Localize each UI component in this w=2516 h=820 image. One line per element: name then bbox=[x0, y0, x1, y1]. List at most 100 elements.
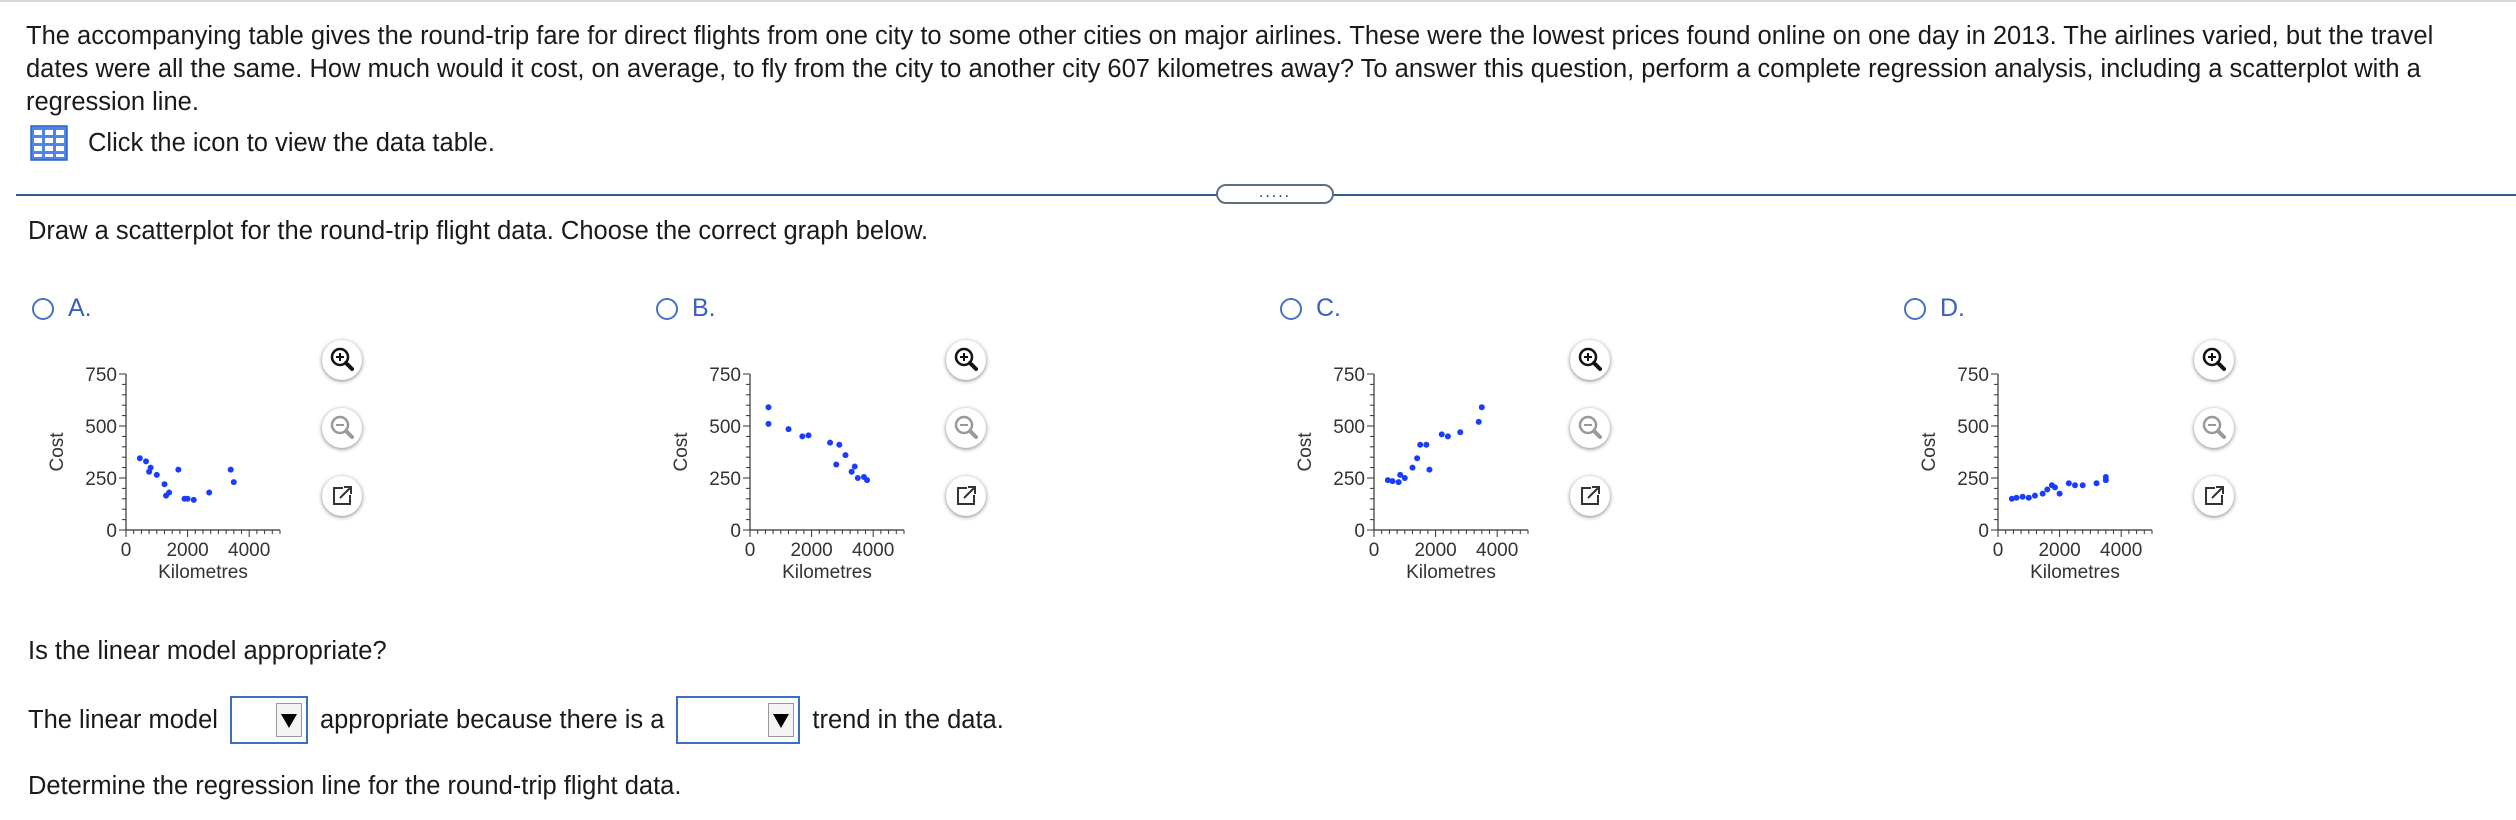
x-tick-label: 2000 bbox=[166, 540, 208, 561]
option-b[interactable]: B. bbox=[656, 294, 716, 323]
x-axis-label: Kilometres bbox=[2030, 562, 2120, 583]
x-tick-label: 0 bbox=[1369, 540, 1380, 561]
y-tick-label: 750 bbox=[709, 365, 741, 386]
y-tick-label: 750 bbox=[1957, 365, 1989, 386]
data-point bbox=[230, 479, 237, 486]
data-point bbox=[805, 432, 812, 439]
dropdown-arrow-icon[interactable] bbox=[768, 703, 795, 737]
x-tick-label: 2000 bbox=[1414, 540, 1456, 561]
option-c-radio[interactable] bbox=[1280, 297, 1302, 320]
data-point bbox=[1457, 429, 1464, 436]
zoom-in-icon bbox=[1578, 347, 1602, 371]
zoom-in-button-b[interactable] bbox=[946, 340, 986, 380]
zoom-out-button-d[interactable] bbox=[2194, 408, 2234, 448]
x-axis-label: Kilometres bbox=[782, 562, 872, 583]
data-point bbox=[2102, 473, 2109, 480]
y-tick-label: 250 bbox=[709, 469, 741, 490]
x-axis-label: Kilometres bbox=[1406, 562, 1496, 583]
data-table-link[interactable]: Click the icon to view the data table. bbox=[30, 125, 495, 161]
x-tick-label: 4000 bbox=[228, 540, 270, 561]
option-c[interactable]: C. bbox=[1280, 294, 1341, 323]
data-point bbox=[2039, 490, 2046, 497]
y-tick-label: 500 bbox=[1957, 417, 1989, 438]
data-table-link-label[interactable]: Click the icon to view the data table. bbox=[88, 128, 495, 157]
data-point bbox=[2048, 482, 2055, 489]
y-tick-label: 500 bbox=[709, 417, 741, 438]
zoom-in-icon bbox=[330, 347, 354, 371]
option-d-radio[interactable] bbox=[1904, 297, 1926, 320]
data-point bbox=[785, 426, 792, 433]
option-a-radio[interactable] bbox=[32, 297, 54, 320]
data-point bbox=[161, 481, 168, 488]
zoom-out-icon bbox=[2202, 415, 2226, 439]
data-point bbox=[163, 492, 170, 499]
y-tick-label: 0 bbox=[730, 521, 741, 542]
data-point bbox=[1426, 466, 1433, 473]
x-tick-label: 0 bbox=[121, 540, 132, 561]
data-point bbox=[1438, 431, 1445, 438]
option-a-label: A. bbox=[68, 294, 92, 322]
zoom-out-button-c[interactable] bbox=[1570, 408, 1610, 448]
data-point bbox=[848, 468, 855, 475]
x-tick-label: 0 bbox=[1993, 540, 2004, 561]
sentence-start: The linear model bbox=[28, 705, 218, 734]
open-new-window-button-c[interactable] bbox=[1570, 476, 1610, 516]
data-point bbox=[227, 466, 234, 473]
data-point bbox=[2044, 486, 2051, 493]
data-point bbox=[2008, 495, 2015, 502]
data-point bbox=[854, 475, 861, 481]
x-tick-label: 4000 bbox=[1476, 540, 1518, 561]
data-point bbox=[1423, 441, 1430, 448]
data-point bbox=[765, 404, 772, 411]
option-a[interactable]: A. bbox=[32, 294, 92, 323]
data-point bbox=[1414, 455, 1421, 462]
y-tick-label: 250 bbox=[1333, 469, 1365, 490]
data-point bbox=[1384, 477, 1391, 484]
data-point bbox=[842, 452, 849, 459]
appropriateness-dropdown[interactable] bbox=[229, 696, 308, 744]
data-point bbox=[2072, 482, 2078, 489]
zoom-in-button-c[interactable] bbox=[1570, 340, 1610, 380]
option-d[interactable]: D. bbox=[1904, 294, 1965, 323]
data-table-icon[interactable] bbox=[30, 125, 68, 161]
question-text: The accompanying table gives the round-t… bbox=[26, 22, 2434, 116]
x-tick-label: 4000 bbox=[2100, 540, 2142, 561]
external-link-icon bbox=[957, 486, 976, 505]
zoom-in-icon bbox=[954, 347, 978, 371]
open-new-window-button-b[interactable] bbox=[946, 476, 986, 516]
data-point bbox=[190, 496, 197, 503]
x-tick-label: 2000 bbox=[790, 540, 832, 561]
zoom-in-button-d[interactable] bbox=[2194, 340, 2234, 380]
trend-dropdown[interactable] bbox=[676, 696, 801, 744]
y-tick-label: 750 bbox=[1333, 365, 1365, 386]
data-point bbox=[2079, 482, 2086, 489]
y-axis-label: Cost bbox=[1295, 432, 1316, 472]
sentence-middle: appropriate because there is a bbox=[319, 705, 665, 734]
data-point bbox=[2019, 493, 2026, 500]
y-tick-label: 750 bbox=[85, 365, 117, 386]
data-point bbox=[765, 420, 772, 427]
data-point bbox=[1395, 479, 1402, 486]
data-point bbox=[143, 458, 150, 465]
data-point bbox=[153, 471, 160, 478]
option-b-radio[interactable] bbox=[656, 297, 678, 320]
data-point bbox=[2031, 492, 2038, 499]
regression-line-prompt: Determine the regression line for the ro… bbox=[28, 772, 682, 800]
data-point bbox=[827, 439, 834, 446]
expand-collapse-handle[interactable]: ..... bbox=[1216, 184, 1334, 204]
y-tick-label: 0 bbox=[1354, 521, 1365, 542]
zoom-out-button-a[interactable] bbox=[322, 408, 362, 448]
data-point bbox=[1475, 418, 1482, 425]
dropdown-arrow-icon[interactable] bbox=[275, 703, 302, 737]
open-new-window-button-a[interactable] bbox=[322, 476, 362, 516]
data-point bbox=[1417, 441, 1424, 448]
data-point bbox=[2013, 494, 2020, 501]
zoom-in-button-a[interactable] bbox=[322, 340, 362, 380]
y-tick-label: 500 bbox=[1333, 417, 1365, 438]
data-point bbox=[2056, 490, 2063, 497]
open-new-window-button-d[interactable] bbox=[2194, 476, 2234, 516]
zoom-out-button-b[interactable] bbox=[946, 408, 986, 448]
option-d-label: D. bbox=[1940, 294, 1965, 322]
